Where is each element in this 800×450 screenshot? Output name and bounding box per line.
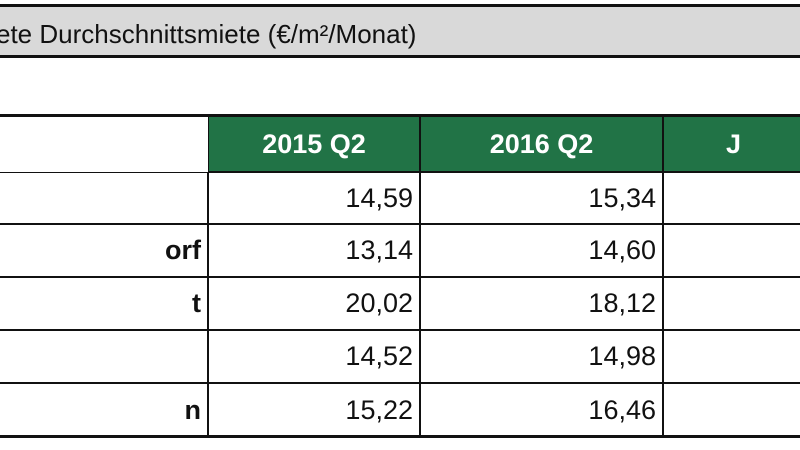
table-cell: 14,52 xyxy=(208,330,420,383)
table-cell xyxy=(663,277,800,330)
row-label: orf xyxy=(0,224,208,277)
title: ete Durchschnittsmiete (€/m²/Monat) xyxy=(0,19,417,49)
table-cell xyxy=(663,172,800,224)
table-cell xyxy=(663,330,800,383)
row-label: n xyxy=(0,383,208,437)
row-label xyxy=(0,172,208,224)
table-cell: 14,60 xyxy=(420,224,663,277)
title-bar: ete Durchschnittsmiete (€/m²/Monat) xyxy=(0,4,800,58)
row-label: t xyxy=(0,277,208,330)
row-label xyxy=(0,330,208,383)
header-corner xyxy=(0,116,208,172)
table-cell: 15,34 xyxy=(420,172,663,224)
table-cell xyxy=(663,224,800,277)
table-cell: 13,14 xyxy=(208,224,420,277)
table-cell: 14,98 xyxy=(420,330,663,383)
table-cell: 14,59 xyxy=(208,172,420,224)
table-cell xyxy=(663,383,800,437)
column-header: 2015 Q2 xyxy=(208,116,420,172)
table-cell: 15,22 xyxy=(208,383,420,437)
column-header: 2016 Q2 xyxy=(420,116,663,172)
table-cell: 18,12 xyxy=(420,277,663,330)
table-cell: 20,02 xyxy=(208,277,420,330)
table-cell: 16,46 xyxy=(420,383,663,437)
column-header: J xyxy=(663,116,800,172)
